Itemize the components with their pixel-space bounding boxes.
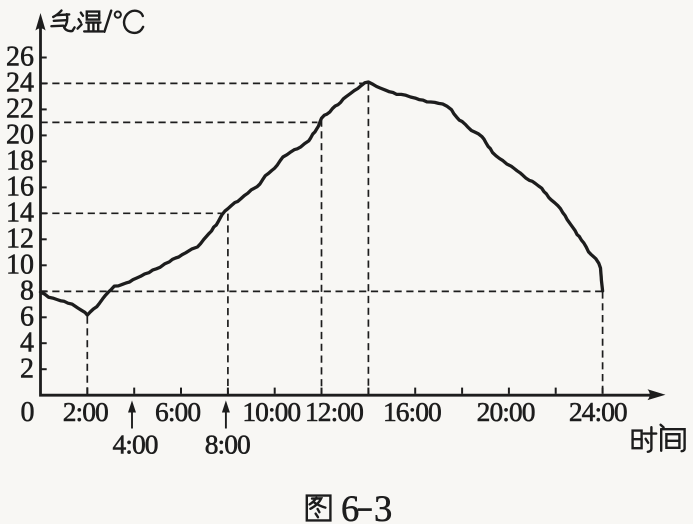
svg-text:18: 18 bbox=[6, 146, 34, 177]
svg-text:12: 12 bbox=[6, 224, 34, 255]
svg-text:20: 20 bbox=[6, 120, 34, 151]
svg-text:26: 26 bbox=[6, 42, 34, 73]
svg-text:0: 0 bbox=[21, 397, 35, 428]
svg-text:8:00: 8:00 bbox=[205, 429, 250, 460]
svg-text:2: 2 bbox=[20, 353, 34, 384]
svg-text:3: 3 bbox=[374, 488, 392, 524]
svg-text:6: 6 bbox=[341, 488, 359, 524]
svg-text:22: 22 bbox=[6, 94, 34, 125]
svg-text:20:00: 20:00 bbox=[477, 396, 535, 427]
svg-text:24: 24 bbox=[6, 68, 34, 99]
svg-text:8: 8 bbox=[20, 276, 34, 307]
svg-text:6:00: 6:00 bbox=[155, 396, 200, 427]
svg-text:16:00: 16:00 bbox=[383, 396, 441, 427]
svg-text:4:00: 4:00 bbox=[112, 429, 157, 460]
svg-text:10:00: 10:00 bbox=[242, 396, 300, 427]
svg-text:16: 16 bbox=[6, 172, 34, 203]
svg-text:24:00: 24:00 bbox=[569, 396, 627, 427]
svg-text:2:00: 2:00 bbox=[63, 396, 108, 427]
svg-text:10: 10 bbox=[6, 250, 34, 281]
svg-text:6: 6 bbox=[20, 302, 34, 333]
svg-text:12:00: 12:00 bbox=[305, 396, 363, 427]
svg-text:14: 14 bbox=[6, 198, 34, 229]
svg-text:4: 4 bbox=[20, 327, 34, 358]
